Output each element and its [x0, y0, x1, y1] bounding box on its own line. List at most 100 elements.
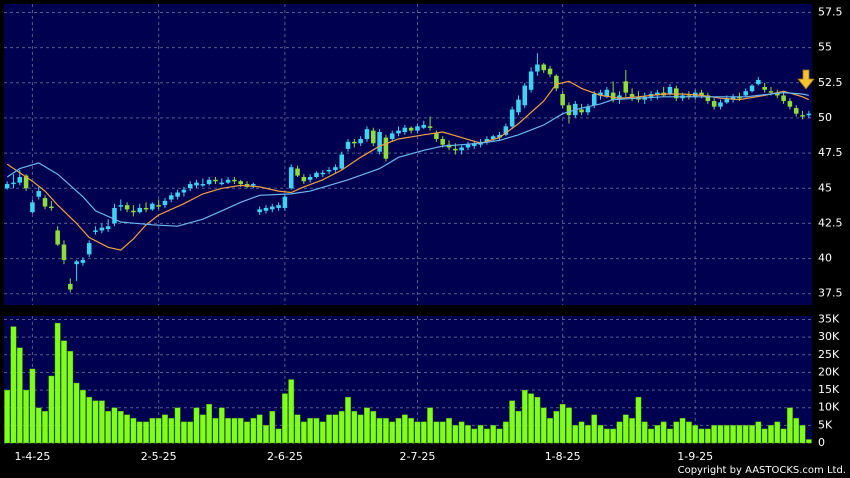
volume-bar — [717, 425, 724, 444]
volume-bar — [300, 421, 307, 444]
volume-bar — [420, 421, 427, 444]
y-tick-label: 15K — [818, 383, 840, 396]
volume-bar — [98, 400, 105, 444]
volume-bar — [686, 421, 692, 444]
candle-body — [295, 168, 300, 176]
volume-bar — [357, 414, 364, 444]
volume-bar — [80, 389, 86, 444]
candle-body — [459, 147, 464, 151]
candle-body — [143, 207, 149, 210]
candle-body — [434, 133, 439, 140]
volume-bar — [351, 411, 358, 444]
candle-body — [541, 64, 546, 71]
y-tick-label: 35K — [818, 313, 840, 326]
volume-bar — [597, 425, 604, 444]
candle-body — [509, 109, 515, 127]
candle-body — [427, 126, 433, 128]
volume-bar — [269, 411, 276, 444]
candle-body — [150, 203, 155, 210]
y-tick-label: 52.5 — [818, 76, 843, 89]
volume-bar — [86, 396, 93, 444]
volume-bar — [212, 418, 219, 444]
candle-body — [686, 95, 692, 97]
volume-bar — [547, 418, 553, 444]
x-tick-label: 1-8-25 — [545, 450, 581, 463]
candle-body — [320, 172, 326, 175]
candle-body — [768, 91, 774, 93]
volume-bar — [244, 421, 250, 444]
plot-layer — [4, 4, 812, 444]
volume-bar — [92, 400, 99, 444]
volume-bar — [679, 418, 686, 444]
candle-body — [408, 127, 414, 131]
volume-bar — [162, 414, 168, 444]
volume-bar — [704, 428, 711, 444]
volume-bar — [29, 368, 36, 444]
volume-bar — [168, 418, 175, 444]
volume-bar — [294, 414, 301, 444]
candle-body — [68, 283, 73, 290]
volume-bar — [452, 425, 459, 444]
candle-body — [749, 85, 755, 92]
volume-bar — [193, 407, 200, 444]
candle-body — [156, 205, 161, 207]
candle-body — [187, 184, 193, 189]
volume-bar — [364, 407, 370, 444]
candle-body — [326, 169, 332, 172]
volume-bar — [414, 421, 421, 444]
candle-body — [124, 205, 130, 210]
volume-bar — [313, 418, 320, 444]
volume-bar — [149, 418, 156, 444]
candle-body — [200, 184, 206, 186]
volume-bar — [136, 421, 143, 444]
volume-bar — [711, 425, 718, 444]
candle-body — [251, 184, 256, 186]
candle-body — [705, 95, 711, 102]
candle-body — [74, 261, 79, 265]
candle-body — [623, 81, 629, 93]
volume-bar — [338, 411, 345, 444]
volume-bar — [256, 414, 263, 444]
volume-bar — [572, 425, 579, 444]
candle-body — [17, 177, 23, 183]
candle-body — [282, 196, 288, 208]
volume-bar — [250, 418, 257, 444]
candle-body — [415, 126, 420, 131]
candle-body — [421, 124, 427, 128]
moving-average-line — [6, 91, 809, 227]
volume-bar — [143, 421, 149, 444]
candle-body — [585, 106, 591, 113]
candle-body — [213, 179, 218, 182]
candle-body — [699, 92, 704, 96]
volume-bar — [427, 407, 433, 444]
candle-body — [23, 175, 29, 189]
volume-bar — [332, 414, 339, 444]
candle-body — [257, 209, 262, 213]
volume-bar — [124, 414, 130, 444]
candle-body — [364, 129, 370, 140]
x-tick-label: 2-5-25 — [141, 450, 177, 463]
y-tick-label: 10K — [818, 401, 840, 414]
candle-body — [503, 126, 509, 135]
candle-body — [535, 64, 540, 72]
candle-body — [554, 75, 559, 89]
candle-body — [80, 259, 86, 263]
candle-body — [301, 177, 307, 182]
candle-body — [453, 148, 458, 151]
candle-body — [465, 144, 471, 148]
volume-bar — [319, 421, 326, 444]
volume-bar — [509, 400, 516, 444]
candle-body — [591, 94, 597, 106]
candle-body — [440, 139, 445, 145]
volume-bar — [528, 393, 534, 444]
candle-body — [402, 127, 408, 132]
candle-body — [800, 115, 805, 117]
candle-body — [219, 182, 225, 185]
volume-bar — [774, 421, 781, 444]
volume-bar — [616, 421, 623, 444]
volume-bar — [61, 340, 67, 444]
volume-bar — [307, 418, 314, 444]
y-tick-label: 30K — [818, 330, 840, 343]
volume-bar — [540, 407, 547, 444]
volume-bar — [610, 428, 617, 444]
